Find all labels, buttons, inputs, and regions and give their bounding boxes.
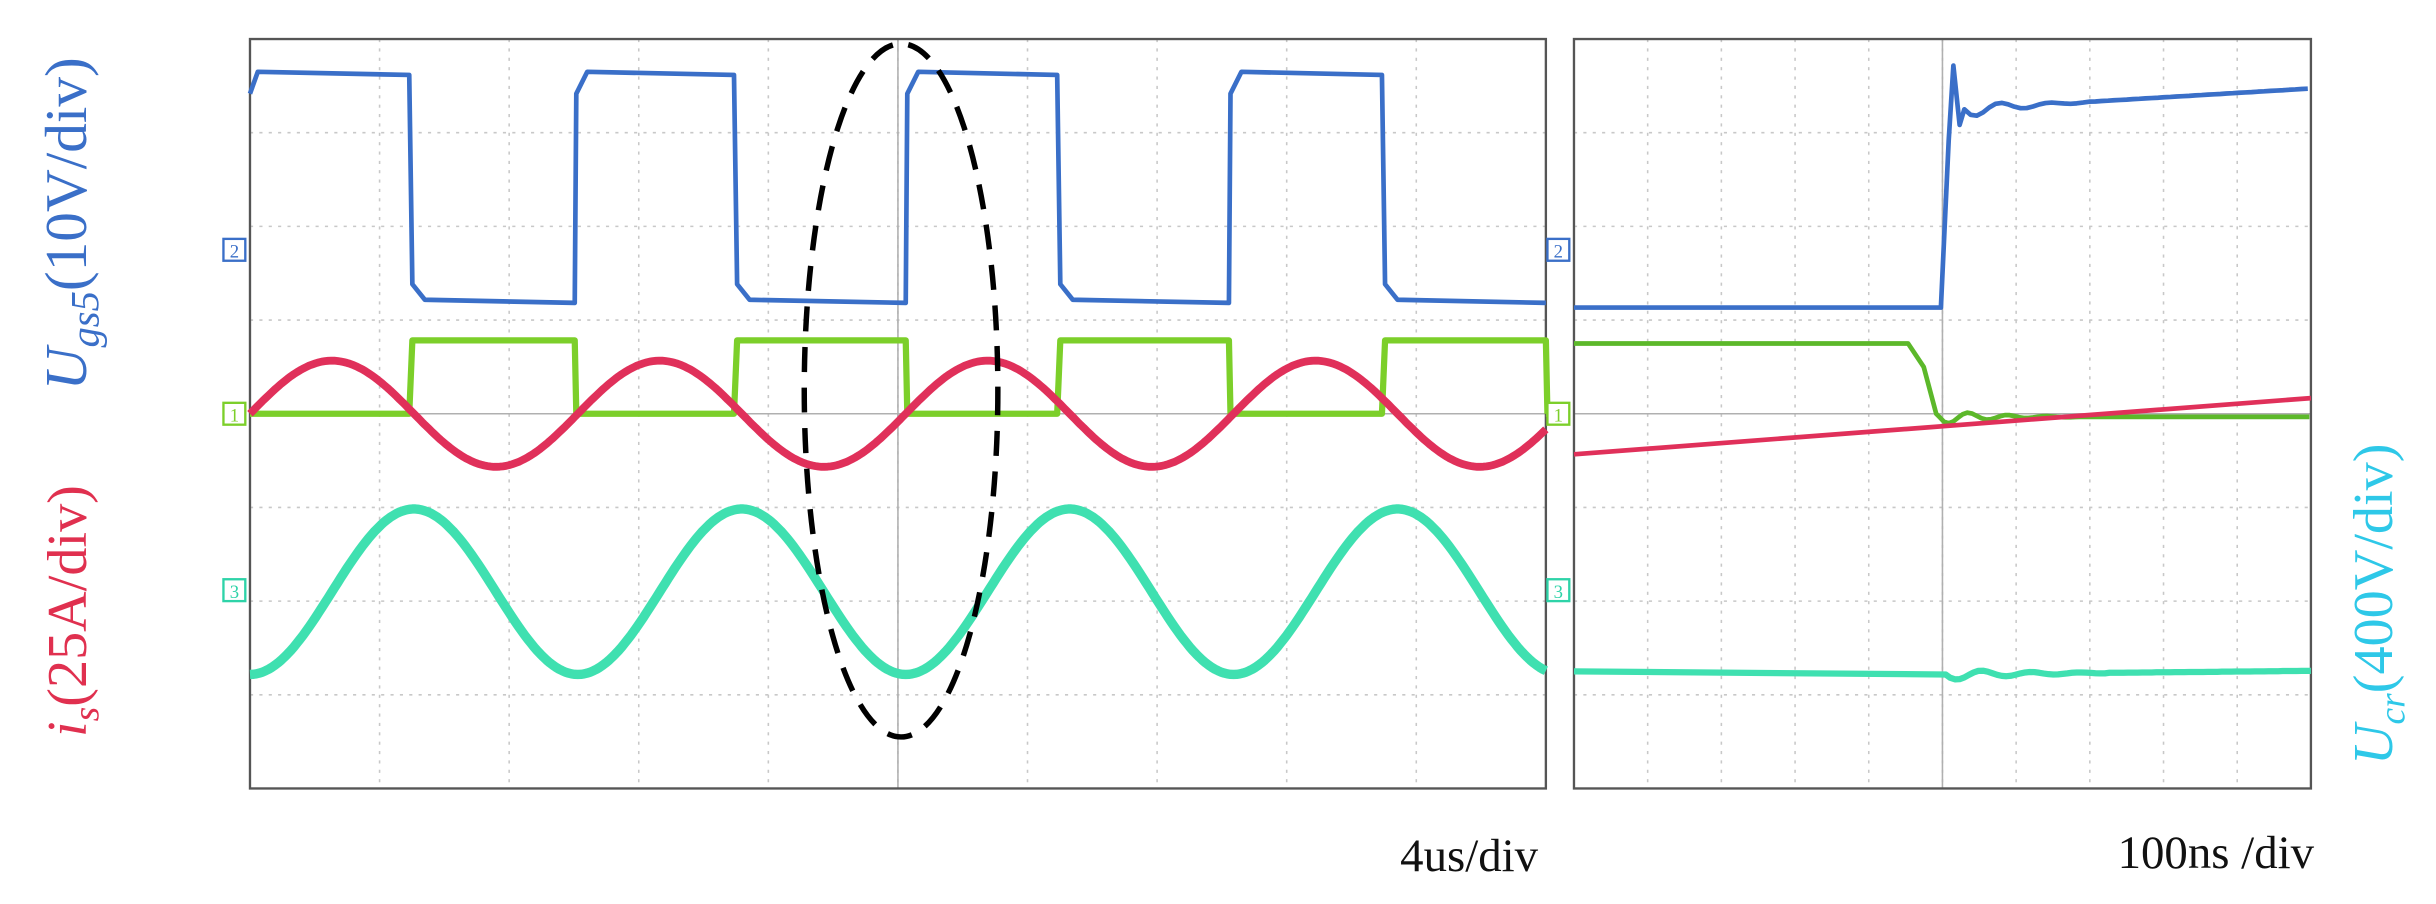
current-wave bbox=[1573, 395, 2312, 457]
resonant-voltage-wave bbox=[1573, 667, 2311, 683]
channel-marker bbox=[1546, 237, 1571, 262]
channel-marker bbox=[1546, 578, 1571, 603]
timebase-label: 4us/div bbox=[1400, 830, 1538, 882]
unit: (10V/div) bbox=[33, 57, 99, 291]
symbol: U bbox=[33, 343, 99, 390]
channel-marker bbox=[222, 401, 247, 426]
subscript: gs5 bbox=[63, 291, 108, 347]
channel-marker-label: 3 bbox=[1554, 582, 1563, 603]
subscript: cr bbox=[2373, 693, 2414, 725]
resonant-voltage-label: Ucr(400V/div) bbox=[2343, 444, 2413, 765]
channel-marker-label: 1 bbox=[230, 406, 239, 427]
timebase-label: 100ns /div bbox=[2118, 827, 2315, 879]
unit: (400V/div) bbox=[2343, 444, 2405, 694]
channel-marker-label: 2 bbox=[230, 242, 239, 263]
channel-marker bbox=[222, 237, 247, 262]
scope-panel-right: 2 1 3 bbox=[1546, 37, 2313, 790]
highlight-ellipse bbox=[801, 40, 1001, 740]
gate-voltage-wave bbox=[247, 69, 1546, 306]
current-wave bbox=[247, 356, 1549, 471]
resonant-voltage-wave bbox=[248, 504, 1548, 680]
gate-signal-wave bbox=[1573, 341, 2310, 426]
channel-marker bbox=[222, 578, 247, 603]
symbol: U bbox=[2343, 721, 2405, 765]
channel-marker bbox=[1546, 401, 1571, 426]
scope-panel-left: 2 1 3 bbox=[222, 37, 1551, 790]
channel-marker-label: 1 bbox=[1554, 406, 1563, 427]
gate-voltage-label: Ugs5(10V/div) bbox=[33, 57, 107, 390]
channel-marker-label: 2 bbox=[1554, 242, 1563, 263]
current-label: is(25A/div) bbox=[37, 485, 107, 737]
frame bbox=[1572, 37, 2313, 790]
symbol: i bbox=[37, 721, 99, 737]
gate-voltage-wave bbox=[1573, 63, 2308, 310]
gate-signal-wave bbox=[249, 337, 1551, 417]
unit: (25A/div) bbox=[37, 485, 99, 707]
channel-marker-label: 3 bbox=[230, 582, 239, 603]
subscript: s bbox=[67, 707, 108, 722]
